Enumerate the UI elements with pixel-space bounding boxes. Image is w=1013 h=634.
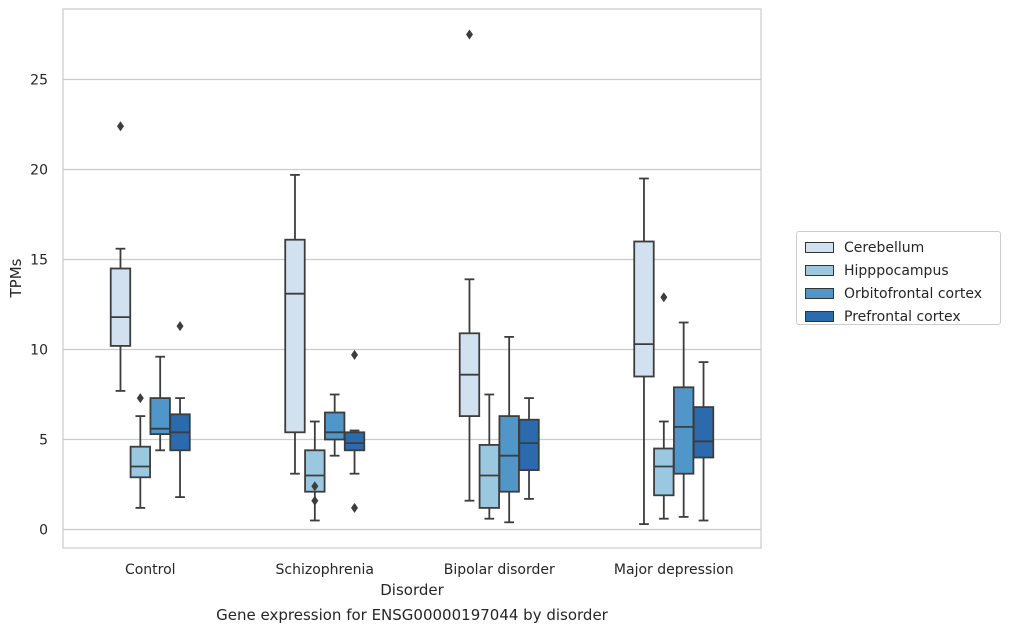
y-tick-label: 20	[30, 163, 48, 179]
legend-item: Cerebellum	[805, 236, 1000, 259]
box-orbitofrontal-cortex	[498, 335, 520, 524]
figure-caption: Gene expression for ENSG00000197044 by d…	[216, 606, 608, 624]
legend-swatch-prefrontal	[805, 311, 834, 322]
box-orbitofrontal-cortex	[149, 355, 171, 452]
box-body	[343, 431, 366, 452]
box-cerebellum	[633, 177, 655, 525]
y-tick-label: 25	[30, 73, 48, 89]
x-tick-label: Control	[125, 562, 176, 578]
x-tick-label: Schizophrenia	[276, 562, 374, 578]
box-layer	[109, 29, 715, 525]
outlier-point	[311, 481, 319, 492]
x-axis-label: Disorder	[380, 581, 444, 599]
outlier-point	[351, 349, 359, 360]
box-body	[633, 240, 655, 378]
box-body	[692, 406, 715, 459]
y-axis-label: TPMs	[7, 258, 25, 298]
x-tick-label: Bipolar disorder	[444, 562, 555, 578]
legend-swatch-cerebellum	[805, 242, 834, 253]
y-tick-label: 0	[39, 523, 48, 539]
box-prefrontal-cortex	[343, 349, 366, 513]
legend: Cerebellum Hipppocampus Orbitofrontal co…	[796, 231, 1001, 325]
outlier-point	[351, 502, 359, 513]
legend-swatch-hippocampus	[805, 265, 834, 276]
box-body	[109, 267, 132, 347]
box-hipppocampus	[129, 393, 151, 509]
box-body	[284, 238, 306, 434]
box-prefrontal-cortex	[169, 321, 191, 499]
legend-item: Prefrontal cortex	[805, 305, 1000, 328]
x-tick-label: Major depression	[614, 562, 734, 578]
legend-label: Orbitofrontal cortex	[844, 285, 982, 302]
outlier-point	[311, 495, 319, 506]
y-tick-label: 5	[39, 433, 48, 449]
legend-swatch-orbitofrontal	[805, 288, 834, 299]
box-cerebellum	[458, 29, 481, 502]
outlier-point	[660, 292, 668, 303]
outlier-point	[465, 29, 473, 40]
outlier-point	[176, 321, 184, 332]
box-orbitofrontal-cortex	[324, 393, 346, 457]
legend-label: Prefrontal cortex	[844, 308, 961, 325]
box-body	[498, 415, 520, 493]
outlier-point	[116, 121, 124, 132]
box-cerebellum	[284, 173, 306, 475]
box-hipppocampus	[304, 420, 326, 522]
outlier-point	[136, 393, 144, 404]
box-body	[673, 386, 695, 475]
box-hipppocampus	[653, 292, 675, 520]
box-cerebellum	[109, 121, 132, 392]
box-body	[324, 411, 346, 441]
box-prefrontal-cortex	[692, 361, 715, 522]
tick-labels: 0 5 10 15 20 25 Control Schizophrenia Bipolar di…	[30, 73, 733, 579]
box-orbitofrontal-cortex	[673, 321, 695, 518]
legend-label: Cerebellum	[844, 239, 925, 256]
legend-label: Hipppocampus	[844, 262, 949, 279]
y-tick-label: 15	[30, 253, 48, 269]
box-prefrontal-cortex	[518, 397, 540, 500]
box-body	[304, 449, 326, 493]
legend-item: Hipppocampus	[805, 259, 1000, 282]
box-body	[653, 447, 675, 497]
y-tick-label: 10	[30, 343, 48, 359]
legend-item: Orbitofrontal cortex	[805, 282, 1000, 305]
box-hipppocampus	[478, 393, 500, 520]
box-body	[518, 418, 540, 472]
box-body	[129, 445, 151, 479]
plot-frame	[62, 8, 762, 549]
